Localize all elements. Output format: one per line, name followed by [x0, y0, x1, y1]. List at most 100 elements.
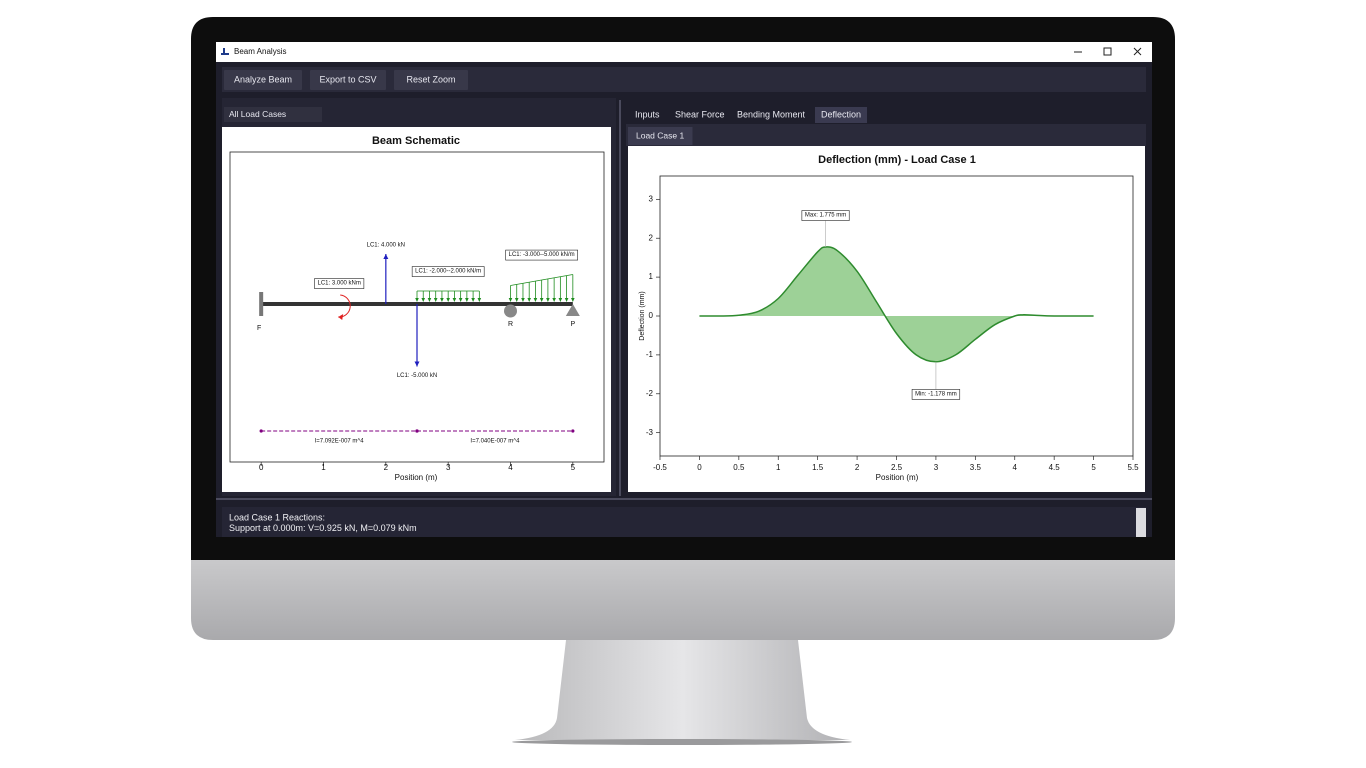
annotation-label: Min: -1.178 mm [915, 391, 957, 397]
load-case-select-label[interactable]: All Load Cases [229, 109, 286, 119]
tab-label[interactable]: Inputs [635, 109, 660, 119]
x-tick-label: -0.5 [653, 463, 667, 472]
arrow-head [564, 298, 569, 302]
app-icon [221, 48, 229, 55]
x-tick-label: 2.5 [891, 463, 903, 472]
toolbar-button-label[interactable]: Export to CSV [319, 74, 376, 84]
arrow-head [440, 298, 444, 302]
load-case-select[interactable] [224, 107, 322, 122]
x-tick-label: 2 [855, 463, 860, 472]
label-box [314, 278, 365, 289]
arrow-head [452, 298, 457, 302]
x-axis-label: Position (m) [876, 473, 919, 482]
distributed-load-label: LC1: -3.000--5.000 kN/m [509, 252, 575, 258]
moment-label: LC1: 3.000 kNm [318, 281, 361, 287]
monitor-stand [515, 640, 850, 740]
x-tick-label: 0.5 [733, 463, 745, 472]
line [699, 246, 1094, 363]
section-node [259, 429, 263, 433]
section-node [571, 429, 575, 433]
y-tick-label: 2 [649, 233, 654, 242]
x-tick-label: 3 [446, 463, 451, 472]
x-tick-label: 1.5 [812, 463, 824, 472]
output-box [222, 507, 1146, 537]
y-tick-label: 0 [649, 311, 654, 320]
y-axis-label: Deflection (mm) [639, 291, 646, 340]
scrollbar[interactable] [1136, 508, 1146, 538]
arrow-head [415, 298, 419, 302]
arrow-head [446, 298, 450, 302]
fixed-support [259, 292, 264, 316]
arrow-head [533, 298, 538, 302]
y-tick-label: -2 [646, 389, 654, 398]
arrow-head [338, 314, 344, 320]
arrow-head [458, 298, 463, 302]
y-tick-label: 3 [649, 194, 654, 203]
arrow-head [508, 298, 513, 302]
toolbar-button[interactable] [224, 70, 302, 90]
arrow-head [433, 298, 438, 302]
annotation-box [911, 389, 961, 400]
tab-label[interactable]: Deflection [821, 109, 861, 119]
arrow-head [383, 254, 389, 259]
maximize-button[interactable] [1103, 47, 1112, 56]
x-tick-label: 4 [1013, 463, 1018, 472]
support-label: P [570, 321, 575, 328]
x-tick-label: 3 [934, 463, 939, 472]
monitor-chin [191, 560, 1175, 640]
x-tick-label: 2 [384, 463, 389, 472]
x-tick-label: 5 [1091, 463, 1096, 472]
toolbar-button[interactable] [394, 70, 468, 90]
section-label: I=7.040E-007 m^4 [470, 439, 520, 445]
x-tick-label: 3.5 [970, 463, 982, 472]
output-line: Load Case 1 Reactions: [229, 512, 325, 522]
tab-selected[interactable] [815, 107, 868, 123]
section-node [415, 429, 419, 433]
distributed-load-label: LC1: -2.000--2.000 kN/m [415, 269, 481, 275]
toolbar-button-label[interactable]: Analyze Beam [234, 74, 292, 84]
y-tick-label: -1 [646, 350, 654, 359]
arrow-head [521, 298, 525, 302]
arrow-head [546, 298, 550, 302]
annotation-box [801, 210, 850, 221]
x-tick-label: 0 [259, 463, 264, 472]
arrow-head [421, 298, 426, 302]
close-button[interactable] [1133, 47, 1142, 56]
left-plot-frame [229, 151, 605, 463]
arrow-head [539, 298, 544, 302]
arrow-head [465, 298, 469, 302]
sub-tab-label[interactable]: Load Case 1 [636, 130, 684, 140]
x-tick-label: 4.5 [1049, 463, 1061, 472]
section-label: I=7.092E-007 m^4 [315, 439, 365, 445]
point-load-label: LC1: 4.000 kN [367, 243, 405, 249]
point-load-label: LC1: -5.000 kN [397, 373, 437, 379]
toolbar-button[interactable] [310, 70, 386, 90]
support-label: R [508, 321, 513, 328]
arrow-head [477, 298, 482, 302]
x-tick-label: 1 [776, 463, 781, 472]
right-tab-strip [626, 124, 1146, 146]
roller-support [504, 304, 517, 318]
tab-label[interactable]: Shear Force [675, 109, 725, 119]
schematic-title: Beam Schematic [372, 135, 460, 147]
label-box [505, 249, 578, 261]
pin-support [565, 304, 580, 316]
arrow-head [427, 298, 432, 302]
title-bar [216, 42, 1152, 62]
toolbar-button-label[interactable]: Reset Zoom [406, 74, 455, 84]
tab-label[interactable]: Bending Moment [737, 109, 806, 119]
y-tick-label: 1 [649, 272, 654, 281]
app-window: Beam Analysis Analyze Beam Export to CSV R… [216, 42, 1152, 538]
sub-tab[interactable] [628, 127, 693, 145]
window-title: Beam Analysis [234, 47, 286, 56]
support-label: F [257, 325, 261, 332]
x-tick-label: 0 [697, 463, 702, 472]
arrow-head [414, 361, 420, 367]
x-axis-label: Position (m) [395, 473, 438, 482]
x-tick-label: 4 [508, 463, 513, 472]
arrow-head [527, 298, 531, 302]
x-tick-label: 1 [321, 463, 326, 472]
label-box [411, 266, 485, 277]
